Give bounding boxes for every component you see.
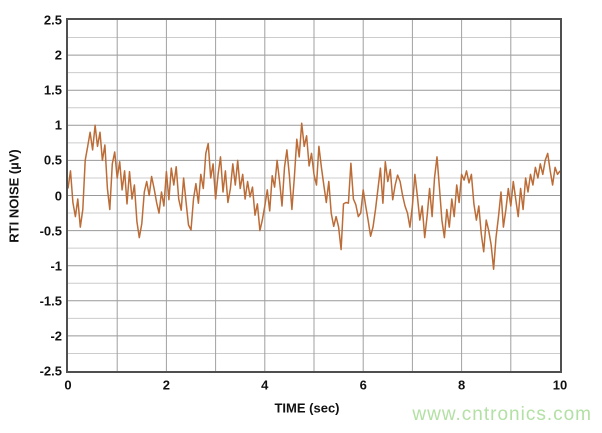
x-axis-label: TIME (sec) [274, 400, 340, 416]
y-tick-label: -2 [50, 328, 62, 344]
x-tick-label: 0 [64, 377, 72, 393]
x-tick-label: 8 [457, 377, 466, 393]
y-tick-label: -2.5 [39, 363, 62, 379]
y-tick-label: 1.5 [43, 82, 62, 98]
watermark-text: www.cntronics.com [412, 404, 592, 425]
x-tick-label: 10 [552, 377, 568, 393]
y-tick-label: 2.5 [43, 12, 62, 28]
y-tick-label: 0 [54, 188, 62, 203]
y-tick-label: -1 [50, 258, 62, 274]
y-tick-label: 2 [54, 47, 62, 63]
x-tick-label: 4 [261, 377, 269, 393]
x-tick-label: 6 [359, 377, 367, 393]
x-tick-label: 2 [162, 377, 171, 393]
y-tick-label: -0.5 [39, 223, 62, 239]
y-tick-label: -1.5 [39, 293, 62, 309]
chart-canvas [68, 20, 560, 371]
noise-trace [68, 122, 560, 270]
y-tick-label: 0.5 [43, 152, 62, 168]
y-tick-label: 1 [54, 117, 62, 133]
plot-area [66, 18, 562, 373]
